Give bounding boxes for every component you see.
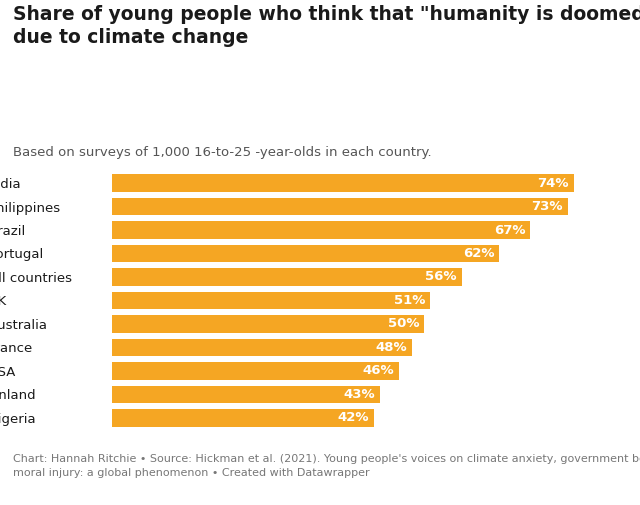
- Text: 56%: 56%: [425, 271, 457, 283]
- Text: 50%: 50%: [388, 318, 419, 330]
- Text: 48%: 48%: [375, 341, 406, 354]
- Bar: [112, 315, 424, 333]
- Bar: [112, 198, 568, 215]
- Text: Share of young people who think that "humanity is doomed"
due to climate change: Share of young people who think that "hu…: [13, 5, 640, 47]
- Text: 74%: 74%: [538, 177, 569, 189]
- Text: 51%: 51%: [394, 294, 426, 307]
- Text: 73%: 73%: [531, 200, 563, 213]
- Bar: [112, 386, 381, 403]
- Bar: [112, 362, 399, 380]
- Text: 43%: 43%: [344, 388, 376, 401]
- Text: Chart: Hannah Ritchie • Source: Hickman et al. (2021). Young people's voices on : Chart: Hannah Ritchie • Source: Hickman …: [13, 454, 640, 478]
- Bar: [112, 292, 431, 309]
- Text: 46%: 46%: [363, 365, 394, 377]
- Bar: [112, 409, 374, 427]
- Bar: [112, 339, 412, 356]
- Bar: [112, 221, 531, 239]
- Bar: [112, 174, 574, 192]
- Bar: [112, 268, 461, 286]
- Text: 67%: 67%: [494, 224, 525, 236]
- Text: 62%: 62%: [463, 247, 494, 260]
- Text: Based on surveys of 1,000 16-to-25 -year-olds in each country.: Based on surveys of 1,000 16-to-25 -year…: [13, 146, 431, 160]
- Bar: [112, 245, 499, 262]
- Text: 42%: 42%: [338, 412, 369, 424]
